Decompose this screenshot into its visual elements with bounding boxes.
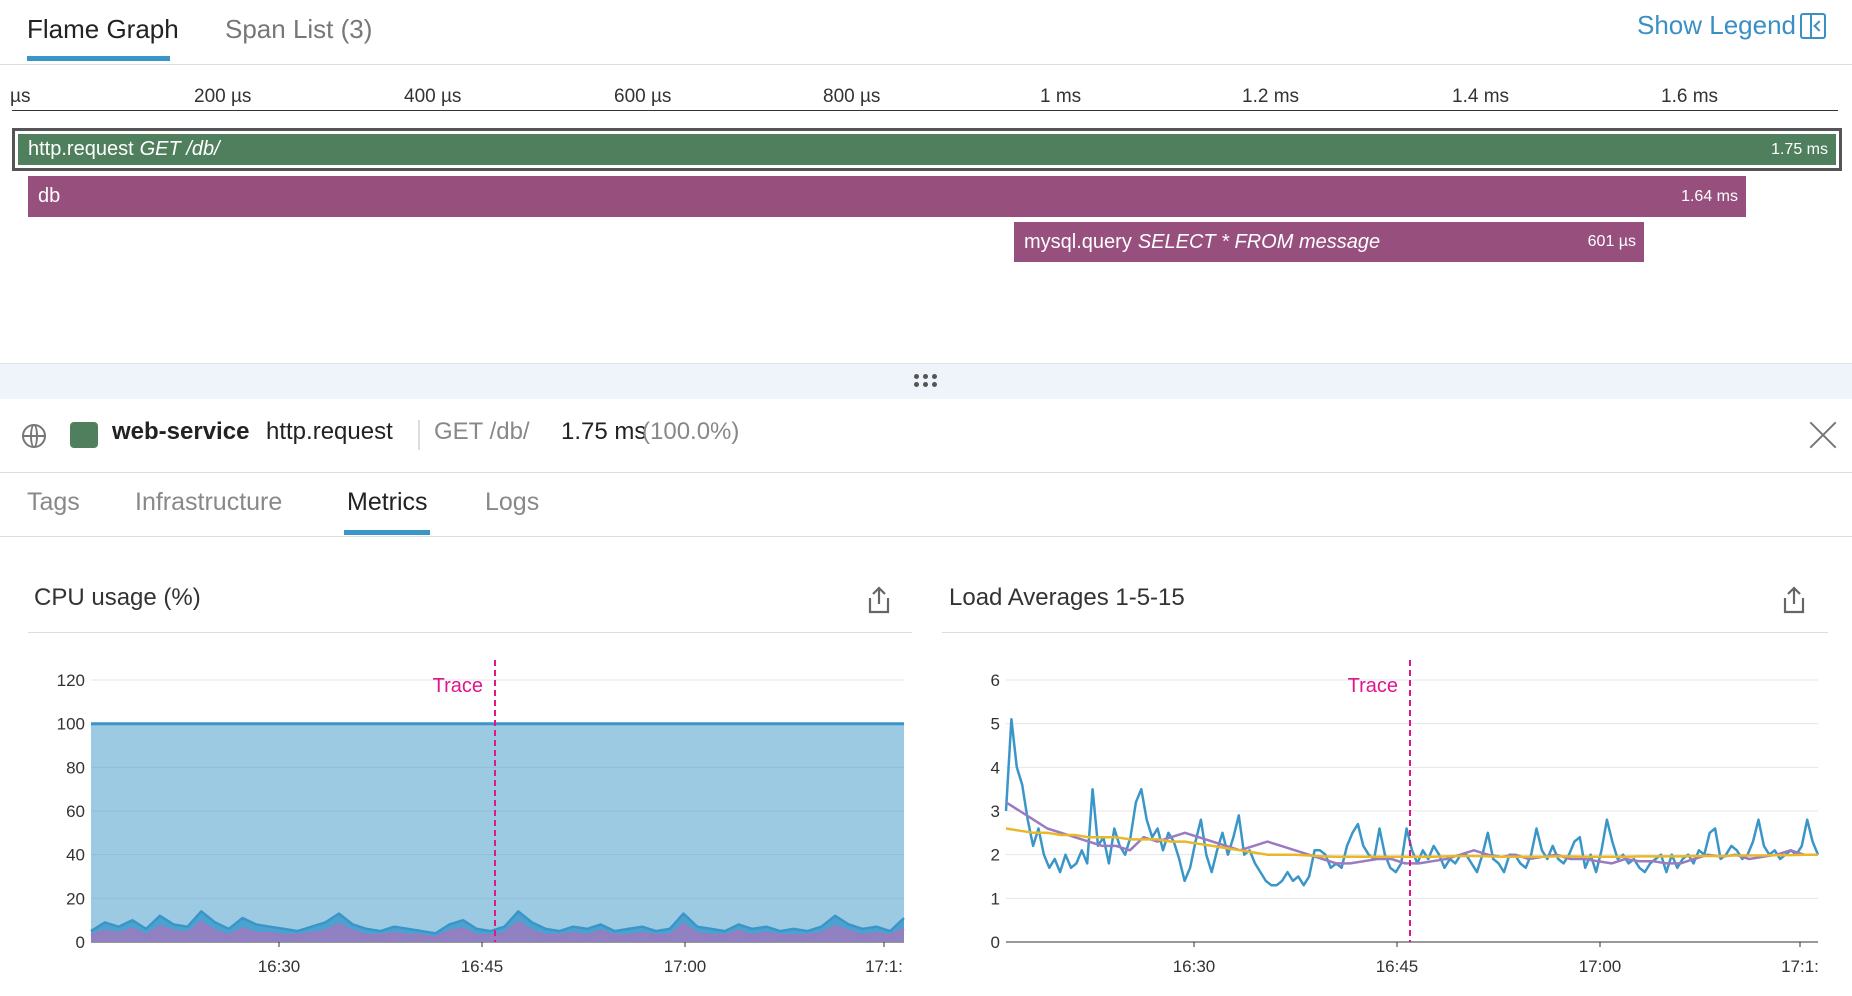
tab-span-list[interactable]: Span List (3) [225, 14, 373, 44]
y-tick-label: 1 [991, 889, 1000, 908]
y-tick-label: 3 [991, 802, 1000, 821]
span-duration: 601 µs [1587, 233, 1636, 250]
y-tick-label: 60 [66, 802, 85, 821]
panel-divider [28, 632, 912, 633]
y-tick-label: 40 [66, 846, 85, 865]
x-tick-label: 17:00 [1579, 957, 1622, 976]
trace-marker-label: Trace [433, 675, 483, 697]
timeline-tick: 1.2 ms [1242, 86, 1300, 107]
drag-handle-icon [914, 374, 940, 388]
share-icon[interactable] [1782, 586, 1806, 614]
timeline-tick: 600 µs [614, 86, 672, 107]
span-resource: GET /db/ [139, 138, 220, 160]
series-area [91, 723, 904, 942]
y-tick-label: 20 [66, 889, 85, 908]
span-name: db [38, 185, 61, 207]
span-duration: 1.75 ms [1771, 140, 1828, 158]
header-divider [0, 472, 1852, 473]
panel-divider [942, 632, 1828, 633]
span-name: mysql.query [1024, 230, 1132, 253]
service-color-swatch [70, 422, 98, 448]
header-separator [418, 420, 420, 450]
share-icon[interactable] [867, 586, 891, 614]
subtabs-divider [0, 536, 1852, 537]
chart-title-load: Load Averages 1-5-15 [949, 584, 1185, 611]
span-bar-http-request[interactable]: http.request GET /db/ 1.75 ms [16, 132, 1838, 167]
operation-name: http.request [266, 418, 393, 445]
tab-metrics[interactable]: Metrics [347, 488, 428, 516]
trace-marker-label: Trace [1348, 675, 1398, 697]
series-area [91, 922, 904, 942]
span-selection-outline [12, 128, 1842, 171]
y-tick-label: 120 [57, 671, 85, 690]
timeline-tick: 200 µs [194, 86, 252, 107]
span-duration-percent: (100.0%) [642, 418, 740, 445]
timeline-axis-line [12, 110, 1838, 111]
y-tick-label: 0 [76, 933, 85, 952]
tab-infrastructure[interactable]: Infrastructure [135, 488, 283, 516]
series-line [90, 910, 905, 935]
timeline-tick: 800 µs [823, 86, 881, 107]
series-line [1004, 718, 1820, 887]
y-tick-label: 2 [991, 846, 1000, 865]
collapse-left-icon[interactable] [1800, 13, 1826, 39]
globe-icon [22, 424, 46, 448]
span-duration: 1.64 ms [1681, 187, 1738, 205]
show-legend-button[interactable]: Show Legend [1637, 10, 1797, 40]
tabs-divider [0, 64, 1852, 65]
y-tick-label: 80 [66, 758, 85, 777]
x-tick-label: 17:1: [865, 957, 903, 976]
active-tab-indicator [27, 56, 170, 61]
timeline-tick: 1.4 ms [1452, 86, 1510, 107]
tab-logs[interactable]: Logs [485, 488, 540, 516]
span-bar-db[interactable]: db 1.64 ms [28, 176, 1746, 217]
tab-tags[interactable]: Tags [27, 488, 80, 516]
cpu-usage-chart: 0 20 40 60 80 100 120 16:30 16:45 17:00 17:1: Trace [57, 660, 905, 976]
series-line [90, 921, 905, 939]
chart-title-cpu: CPU usage (%) [34, 584, 201, 611]
y-tick-label: 5 [991, 715, 1000, 734]
service-name: web-service [112, 418, 250, 445]
series-line [1005, 827, 1818, 859]
x-tick-label: 16:45 [1376, 957, 1419, 976]
timeline-tick: µs [10, 86, 31, 107]
active-subtab-indicator [344, 530, 430, 535]
resource-name: GET /db/ [434, 418, 530, 445]
y-tick-label: 100 [57, 715, 85, 734]
span-duration-value: 1.75 ms [561, 418, 647, 445]
tab-flame-graph[interactable]: Flame Graph [27, 14, 179, 44]
y-tick-label: 6 [991, 671, 1000, 690]
x-tick-label: 16:45 [461, 957, 504, 976]
span-bar-mysql-query[interactable]: mysql.query SELECT * FROM message 601 µs [1014, 222, 1644, 262]
y-tick-label: 0 [991, 933, 1000, 952]
x-tick-label: 16:30 [1173, 957, 1216, 976]
timeline-tick: 1.6 ms [1661, 86, 1719, 107]
close-icon[interactable] [1808, 420, 1838, 450]
x-tick-label: 17:00 [664, 957, 707, 976]
span-resource: SELECT * FROM message [1137, 230, 1381, 253]
panel-resize-handle[interactable] [0, 363, 1852, 399]
x-tick-label: 16:30 [258, 957, 301, 976]
load-averages-chart: 0 1 2 3 4 5 6 16:30 16:45 17:00 17:1: Trace [991, 660, 1820, 976]
y-tick-label: 4 [991, 758, 1000, 777]
timeline-tick: 400 µs [404, 86, 462, 107]
x-tick-label: 17:1: [1781, 957, 1819, 976]
timeline-tick: 1 ms [1040, 86, 1082, 107]
span-name: http.request [28, 138, 134, 160]
